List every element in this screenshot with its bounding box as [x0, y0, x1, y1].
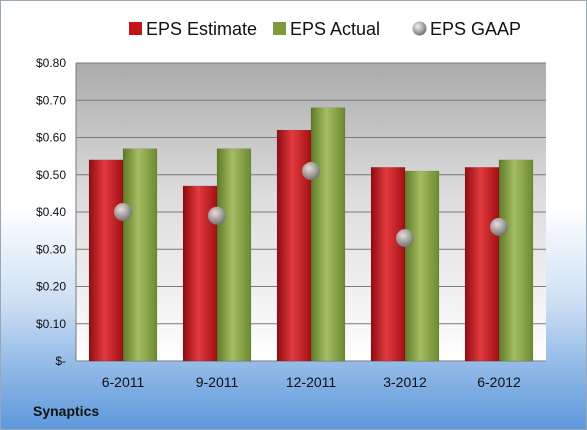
y-tick-label: $0.60	[36, 131, 66, 145]
y-tick-label: $0.30	[36, 242, 66, 256]
y-tick-label: $0.20	[36, 280, 66, 294]
y-tick-label: $0.10	[36, 317, 66, 331]
gaap-marker	[302, 162, 320, 181]
legend-label: EPS Actual	[290, 19, 380, 39]
legend-label: EPS GAAP	[430, 19, 521, 39]
actual-bar	[404, 170, 440, 362]
x-tick-label: 9-2011	[196, 374, 239, 390]
gaap-marker	[490, 217, 508, 236]
y-tick-label: $0.80	[36, 56, 66, 70]
y-axis: $- $0.10 $0.20 $0.30 $0.40 $0.50 $0.60 $0.70 $0.…	[36, 56, 77, 368]
y-tick-label: $0.70	[36, 93, 66, 107]
actual-bar	[310, 107, 346, 362]
bars	[88, 107, 534, 362]
y-tick-label: $-	[55, 354, 66, 368]
x-tick-label: 3-2012	[383, 374, 427, 390]
legend-swatch	[412, 21, 427, 36]
gaap-marker	[396, 229, 414, 248]
legend-swatch	[273, 22, 286, 35]
gaap-markers	[114, 162, 508, 248]
legend-label: EPS Estimate	[146, 19, 257, 39]
y-tick-label: $0.40	[36, 205, 66, 219]
actual-bar	[498, 159, 534, 362]
actual-bar	[216, 148, 252, 362]
legend-swatch	[129, 22, 142, 35]
actual-bar	[122, 148, 158, 362]
gaap-marker	[114, 203, 132, 221]
x-tick-label: 12-2011	[286, 374, 337, 390]
gaap-marker	[208, 206, 226, 225]
company-label: Synaptics	[33, 403, 100, 419]
x-tick-label: 6-2011	[102, 374, 145, 390]
estimate-bar	[464, 167, 500, 362]
estimate-bar	[370, 167, 406, 362]
x-axis: 6-2011 9-2011 12-2011 3-2012 6-2012	[102, 374, 521, 390]
y-tick-label: $0.50	[36, 168, 66, 182]
x-tick-label: 6-2012	[477, 374, 521, 390]
estimate-bar	[88, 159, 124, 362]
legend: EPS Estimate EPS Actual EPS GAAP	[129, 19, 521, 39]
